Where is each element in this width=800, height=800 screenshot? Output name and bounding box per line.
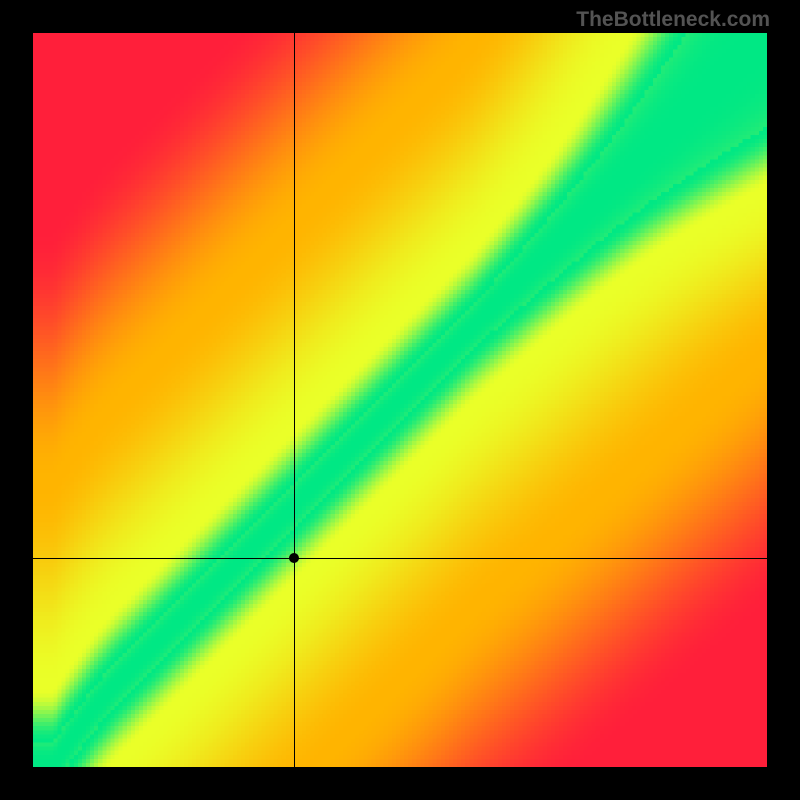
crosshair-vertical xyxy=(294,33,295,767)
crosshair-horizontal xyxy=(33,558,767,559)
bottleneck-heatmap xyxy=(33,33,767,767)
chart-container: TheBottleneck.com xyxy=(0,0,800,800)
watermark-text: TheBottleneck.com xyxy=(576,8,770,32)
crosshair-marker-dot xyxy=(289,553,299,563)
